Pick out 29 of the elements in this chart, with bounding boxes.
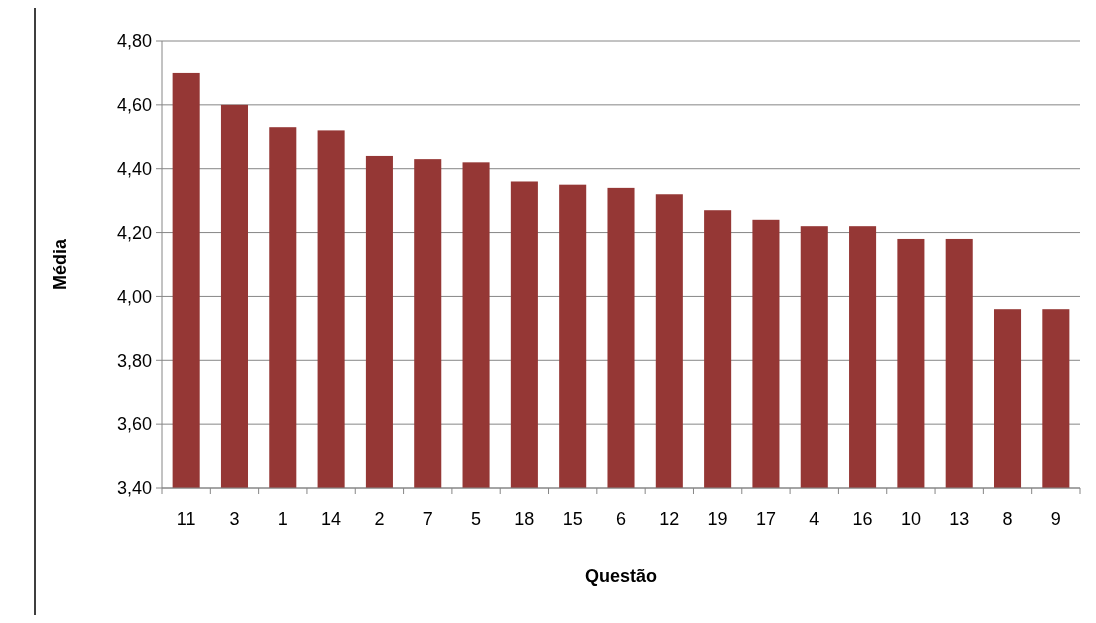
- y-tick-label: 3,80: [116, 350, 152, 371]
- x-tick-label: 13: [949, 509, 970, 529]
- x-tick-label: 2: [374, 509, 385, 529]
- x-tick-label: 11: [176, 509, 196, 529]
- y-tick-label: 4,40: [116, 159, 152, 180]
- x-tick-label: 7: [422, 509, 433, 529]
- x-tick-label: 18: [514, 509, 535, 529]
- y-tick-label: 4,20: [116, 222, 152, 243]
- x-tick-label: 16: [852, 509, 873, 529]
- x-tick-label: 17: [755, 509, 776, 529]
- x-tick-label: 1: [277, 509, 288, 529]
- x-tick-label: 5: [471, 509, 482, 529]
- x-tick-label: 4: [809, 509, 820, 529]
- y-tick-label: 4,60: [116, 95, 152, 116]
- x-tick-label: 8: [1002, 509, 1013, 529]
- x-tick-label: 14: [321, 509, 342, 529]
- x-tick-label: 10: [900, 509, 921, 529]
- y-axis-title: Média: [50, 238, 70, 291]
- y-tick-label: 4,00: [116, 286, 152, 307]
- x-tick-label: 6: [615, 509, 627, 529]
- y-tick-label: 3,60: [116, 414, 152, 435]
- x-tick-label: 3: [229, 509, 240, 529]
- y-tick-label: 3,40: [116, 478, 152, 499]
- x-tick-label: 15: [562, 509, 583, 529]
- x-tick-label: 19: [707, 509, 728, 529]
- x-tick-label: 9: [1050, 509, 1061, 529]
- x-tick-label: 12: [659, 509, 680, 529]
- y-tick-label: 4,80: [116, 31, 152, 52]
- x-axis-title: Questão: [584, 566, 658, 586]
